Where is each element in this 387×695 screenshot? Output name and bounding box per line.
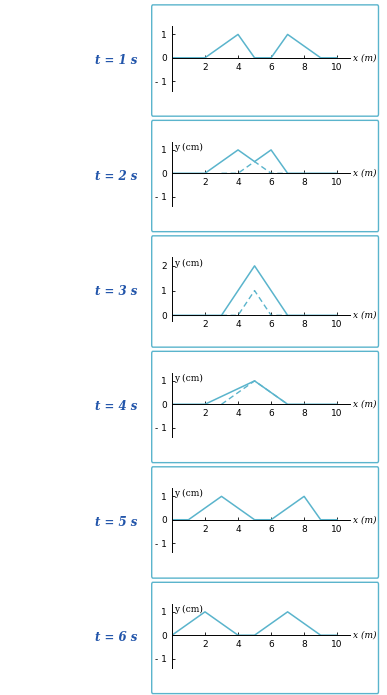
Text: x (m): x (m)	[353, 515, 377, 524]
Text: x (m): x (m)	[353, 54, 377, 63]
Text: t = 2 s: t = 2 s	[95, 170, 137, 183]
Text: y (cm): y (cm)	[175, 489, 203, 498]
Text: y (cm): y (cm)	[175, 142, 203, 152]
Text: t = 6 s: t = 6 s	[95, 632, 137, 644]
Text: x (m): x (m)	[353, 400, 377, 409]
Text: t = 5 s: t = 5 s	[95, 516, 137, 529]
Text: x (m): x (m)	[353, 631, 377, 639]
Text: y (cm): y (cm)	[175, 374, 203, 383]
Text: y (cm): y (cm)	[175, 259, 203, 268]
Text: y (cm): y (cm)	[175, 605, 203, 614]
Text: x (m): x (m)	[353, 169, 377, 178]
Text: t = 1 s: t = 1 s	[95, 54, 137, 67]
Text: t = 3 s: t = 3 s	[95, 285, 137, 298]
Text: t = 4 s: t = 4 s	[95, 400, 137, 414]
Text: x (m): x (m)	[353, 311, 377, 320]
